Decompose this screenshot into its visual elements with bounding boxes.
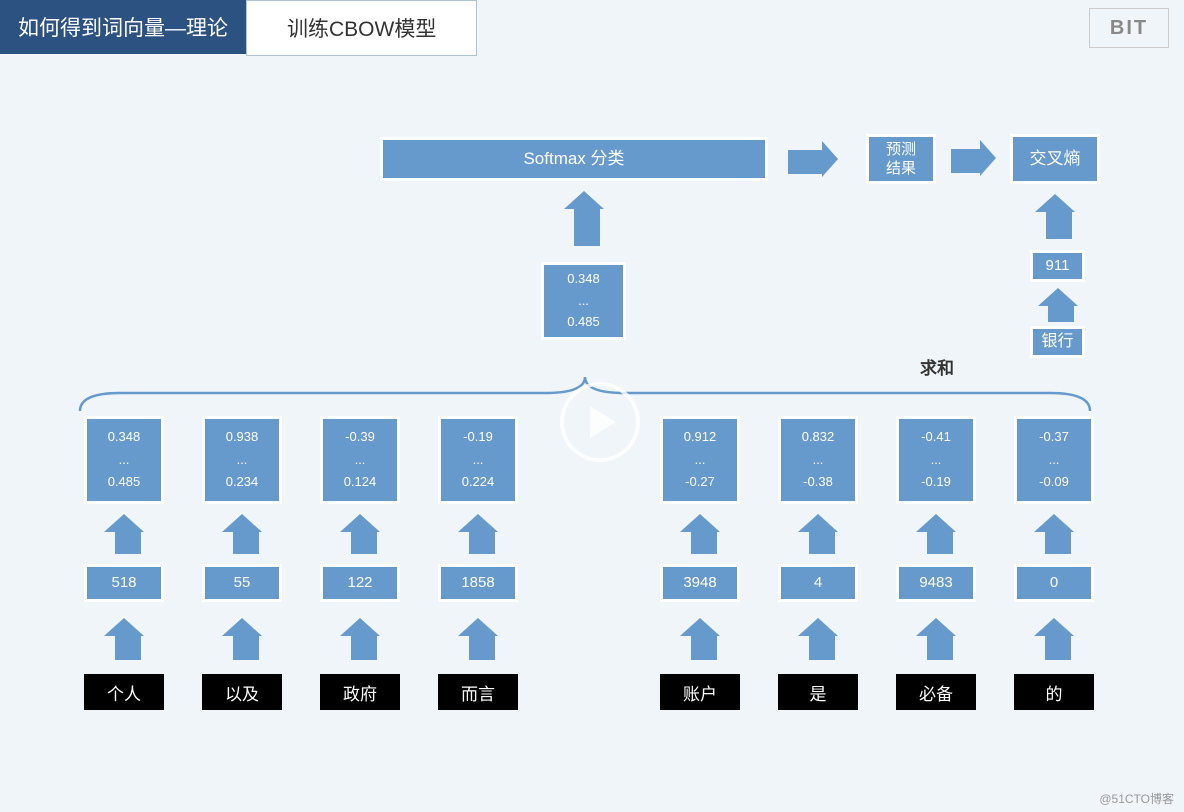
vector-box: 0.938...0.234 (202, 416, 282, 504)
word-box: 政府 (320, 674, 400, 710)
vector-box: 0.912...-0.27 (660, 416, 740, 504)
arrow-up-icon (805, 514, 838, 554)
predict-box: 预测结果 (866, 134, 936, 184)
id-box: 55 (202, 564, 282, 602)
arrow-up-icon (687, 514, 720, 554)
id-box: 122 (320, 564, 400, 602)
vector-box: 0.348...0.485 (84, 416, 164, 504)
arrow-up-icon (229, 514, 262, 554)
arrow-up-icon (571, 191, 604, 246)
arrow-up-icon (229, 618, 262, 660)
arrow-right-icon (788, 147, 838, 177)
word-box: 是 (778, 674, 858, 710)
arrow-up-icon (923, 514, 956, 554)
arrow-up-icon (923, 618, 956, 660)
vector-box: -0.39...0.124 (320, 416, 400, 504)
arrow-up-icon (465, 514, 498, 554)
arrow-up-icon (465, 618, 498, 660)
arrow-up-icon (1041, 618, 1074, 660)
watermark: @51CTO博客 (1099, 790, 1174, 807)
arrow-up-icon (687, 618, 720, 660)
target-id-box: 911 (1030, 250, 1085, 282)
arrow-up-icon (347, 618, 380, 660)
id-box: 518 (84, 564, 164, 602)
arrow-right-icon (951, 146, 996, 176)
word-box: 的 (1014, 674, 1094, 710)
arrow-up-icon (111, 618, 144, 660)
softmax-box: Softmax 分类 (380, 137, 768, 181)
id-box: 4 (778, 564, 858, 602)
word-box: 必备 (896, 674, 976, 710)
arrow-up-icon (1041, 514, 1074, 554)
target-word-box: 银行 (1030, 326, 1085, 358)
arrow-up-icon (347, 514, 380, 554)
word-box: 个人 (84, 674, 164, 710)
arrow-up-icon (805, 618, 838, 660)
vector-box: -0.19...0.224 (438, 416, 518, 504)
play-button-icon[interactable] (560, 382, 640, 462)
arrow-up-icon (1042, 194, 1075, 239)
word-box: 而言 (438, 674, 518, 710)
id-box: 9483 (896, 564, 976, 602)
vector-box: 0.832...-0.38 (778, 416, 858, 504)
arrow-up-icon (1045, 288, 1078, 322)
id-box: 0 (1014, 564, 1094, 602)
cross-entropy-box: 交叉熵 (1010, 134, 1100, 184)
arrow-up-icon (111, 514, 144, 554)
center-vector: 0.348...0.485 (541, 262, 626, 340)
word-box: 以及 (202, 674, 282, 710)
word-box: 账户 (660, 674, 740, 710)
id-box: 1858 (438, 564, 518, 602)
id-box: 3948 (660, 564, 740, 602)
vector-box: -0.41...-0.19 (896, 416, 976, 504)
vector-box: -0.37...-0.09 (1014, 416, 1094, 504)
